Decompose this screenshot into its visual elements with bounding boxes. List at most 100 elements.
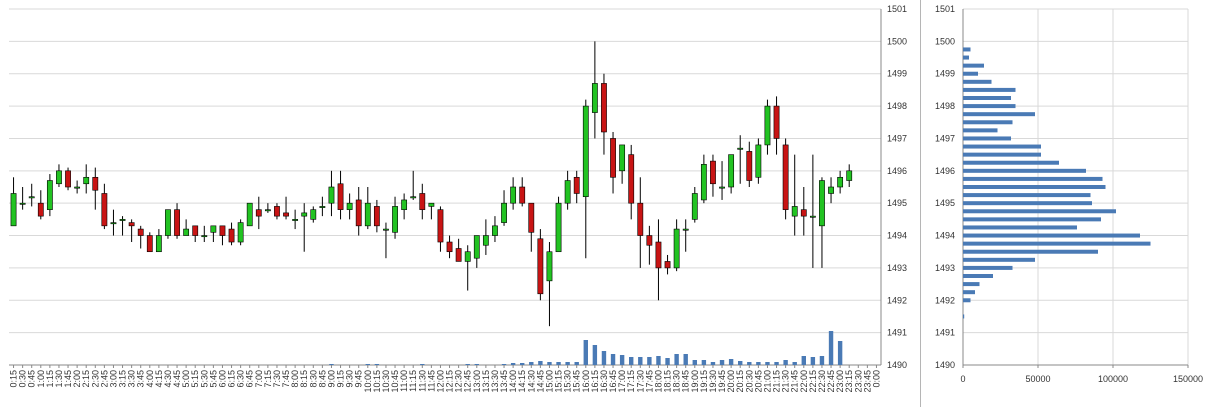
time-tick-label: 1:45	[63, 370, 73, 388]
profile-volume-axis: 0 50000 100000 150000	[960, 365, 1203, 384]
price-tick-label: 1494	[887, 231, 907, 241]
profile-volume-tick-label: 50000	[1025, 374, 1050, 384]
volume-bar	[474, 364, 479, 365]
candle-body	[473, 235, 480, 259]
volume-bar	[374, 364, 380, 365]
candle-body	[582, 105, 589, 198]
time-tick-label: 8:00	[290, 370, 300, 388]
time-axis: 0:15 0:30 0:45 1:00 1:15 1:30 1:45 2:00 2:15 2:30…	[9, 365, 881, 393]
time-tick-label: 9:45	[354, 370, 364, 388]
candle-body	[255, 209, 262, 217]
candle-body	[19, 202, 26, 205]
candle-body	[537, 238, 544, 295]
profile-bar	[963, 217, 1101, 222]
time-tick-label: 13:15	[481, 370, 491, 393]
candle-body	[301, 212, 308, 217]
volume-bar	[701, 360, 707, 365]
price-tick-label: 1496	[887, 166, 907, 176]
time-tick-label: 17:30	[635, 370, 645, 393]
price-gridlines	[9, 8, 881, 366]
time-tick-label: 6:15	[227, 370, 237, 388]
volume-bar	[819, 356, 825, 365]
candle-body	[319, 206, 326, 208]
volume-bar	[565, 362, 570, 365]
time-tick-label: 9:00	[326, 370, 336, 388]
time-tick-label: 14:15	[517, 370, 527, 393]
volume-bar	[420, 364, 425, 365]
volume-bar	[837, 341, 843, 365]
profile-bar	[963, 144, 1041, 149]
panel-divider	[920, 0, 921, 407]
candle-body	[364, 202, 371, 227]
profile-price-tick-label: 1494	[935, 231, 955, 241]
price-axis: 1501 1500 1499 1498 1497 1496 1495 1494 1493 1492…	[887, 4, 907, 370]
volume-bar	[647, 357, 652, 365]
profile-bar	[963, 314, 965, 319]
profile-bar	[963, 96, 1011, 100]
candle-body	[101, 193, 108, 227]
profile-bar	[963, 185, 1106, 189]
candle-body	[528, 202, 535, 233]
volume-bar	[774, 362, 779, 365]
candle-body	[746, 151, 753, 181]
volume-bar	[465, 364, 470, 365]
candle-body	[828, 186, 834, 194]
time-tick-label: 1:30	[54, 370, 64, 388]
candle-body	[83, 176, 90, 185]
candle-body	[264, 209, 271, 212]
volume-bar	[610, 354, 616, 365]
time-tick-label: 3:30	[127, 370, 137, 388]
volume-bar	[365, 364, 370, 365]
profile-bar	[963, 257, 1035, 262]
volume-bar	[574, 362, 579, 365]
candle-body	[92, 176, 99, 191]
time-tick-label: 10:00	[363, 370, 373, 393]
volume-bar	[601, 351, 607, 365]
candle-body	[846, 170, 853, 181]
candle-body	[519, 186, 526, 204]
candle-body	[664, 261, 671, 269]
candle-body	[355, 199, 362, 227]
time-tick-label: 11:00	[399, 370, 409, 392]
profile-price-tick-label: 1490	[935, 360, 955, 370]
time-tick-label: 10:30	[381, 370, 391, 393]
profile-price-tick-label: 1491	[935, 328, 955, 338]
candle-body	[428, 202, 435, 207]
candle-body	[737, 147, 744, 150]
candle-body	[782, 144, 789, 210]
candle-body	[728, 154, 735, 188]
candle-body	[328, 186, 335, 204]
volume-bar	[538, 361, 543, 365]
volume-bar	[792, 362, 797, 365]
time-tick-label: 12:00	[435, 370, 445, 393]
profile-price-tick-label: 1498	[935, 101, 955, 111]
price-tick-label: 1500	[887, 36, 907, 46]
profile-bar	[963, 265, 1013, 270]
candle-body	[410, 196, 417, 199]
profile-price-tick-label: 1500	[935, 36, 955, 46]
time-tick-label: 20:15	[735, 370, 745, 393]
time-tick-label: 18:30	[672, 370, 682, 393]
time-tick-label: 9:15	[336, 370, 346, 388]
time-tick-label: 22:00	[799, 370, 809, 393]
candle-body	[337, 183, 344, 210]
candles	[10, 41, 853, 327]
candle-body	[146, 235, 153, 253]
volume-bar	[674, 354, 679, 365]
time-tick-label: 23:15	[844, 370, 854, 393]
time-tick-label: 16:15	[590, 370, 600, 393]
profile-price-tick-label: 1495	[935, 198, 955, 208]
profile-bar	[963, 87, 1016, 92]
time-tick-label: 7:45	[281, 370, 291, 388]
time-tick-label: 2:00	[72, 370, 82, 388]
time-tick-label: 16:30	[599, 370, 609, 393]
time-tick-label: 3:15	[118, 370, 128, 388]
time-tick-label: 15:00	[544, 370, 554, 393]
profile-bar	[963, 79, 992, 84]
time-tick-label: 15:45	[572, 370, 582, 393]
candle-body	[619, 144, 626, 172]
profile-bar	[963, 160, 1059, 165]
time-tick-label: 2:45	[99, 370, 109, 388]
profile-bar	[963, 63, 984, 68]
candle-body	[28, 196, 35, 199]
